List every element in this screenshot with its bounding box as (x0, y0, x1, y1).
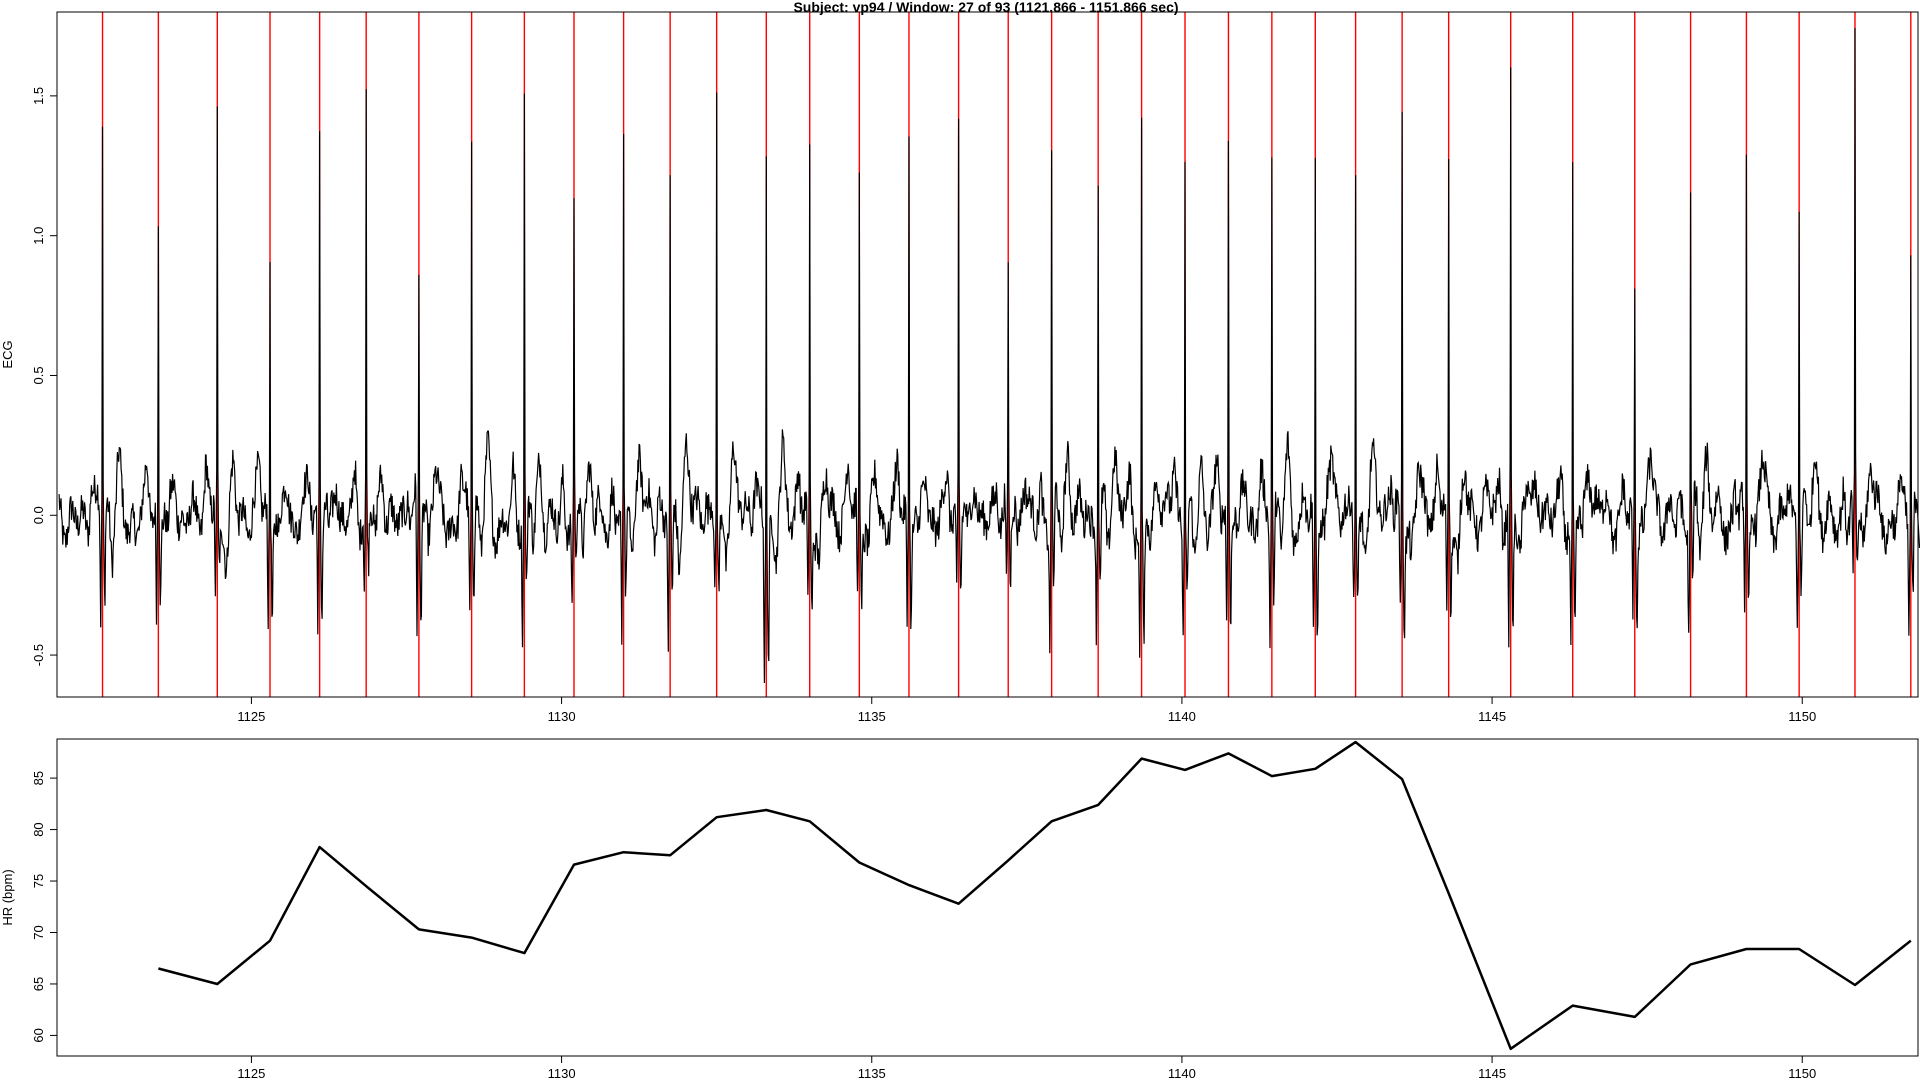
hr-y-axis: 60 65 70 75 80 85 (31, 771, 57, 1043)
x-tick-label: 1135 (858, 1066, 886, 1080)
hr-y-axis-label: HR (bpm) (0, 869, 15, 925)
ecg-signal-line (58, 27, 1920, 684)
ecg-y-axis-label: ECG (0, 340, 15, 368)
hr-series-line (158, 740, 1912, 1051)
y-tick-label: 75 (31, 874, 46, 888)
x-tick-label: 1140 (1168, 709, 1196, 724)
ecg-x-axis: 1125 1130 1135 1140 1145 1150 (237, 697, 1816, 724)
y-tick-label: 60 (31, 1028, 46, 1042)
x-tick-label: 1125 (237, 1066, 265, 1080)
y-tick-label: 1.5 (31, 87, 46, 105)
hr-plot-frame (56, 738, 1919, 1057)
ecg-y-axis: -0.5 0.0 0.5 1.0 1.5 (31, 87, 57, 666)
y-tick-label: 65 (31, 977, 46, 991)
y-tick-label: 0.5 (31, 366, 46, 384)
ecg-plot-frame (56, 11, 1919, 698)
hr-x-axis: 1125 1130 1135 1140 1145 1150 (237, 1056, 1816, 1080)
x-tick-label: 1150 (1788, 709, 1816, 724)
hr-panel: 1125 1130 1135 1140 1145 1150 60 65 70 75 80 85 HR… (0, 738, 1919, 1080)
x-tick-label: 1140 (1168, 1066, 1196, 1080)
x-tick-label: 1135 (858, 709, 886, 724)
y-tick-label: 85 (31, 771, 46, 785)
x-tick-label: 1150 (1788, 1066, 1816, 1080)
y-tick-label: 70 (31, 925, 46, 939)
plot-title: Subject: vp94 / Window: 27 of 93 (1121.8… (793, 0, 1178, 15)
r-peak-markers (101, 12, 1912, 697)
x-tick-label: 1145 (1478, 1066, 1506, 1080)
y-tick-label: 1.0 (31, 227, 46, 245)
x-tick-label: 1125 (237, 709, 265, 724)
ecg-panel: 1125 1130 1135 1140 1145 1150 -0.5 0.0 0.5 1.0 1.… (0, 11, 1920, 724)
y-tick-label: -0.5 (31, 644, 46, 666)
x-tick-label: 1145 (1478, 709, 1506, 724)
x-tick-label: 1130 (548, 1066, 576, 1080)
x-tick-label: 1130 (548, 709, 576, 724)
y-tick-label: 80 (31, 822, 46, 836)
y-tick-label: 0.0 (31, 506, 46, 524)
